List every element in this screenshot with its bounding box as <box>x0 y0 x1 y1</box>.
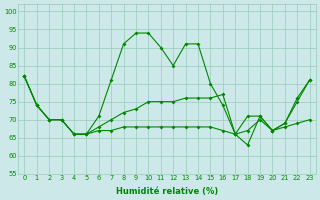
X-axis label: Humidité relative (%): Humidité relative (%) <box>116 187 218 196</box>
